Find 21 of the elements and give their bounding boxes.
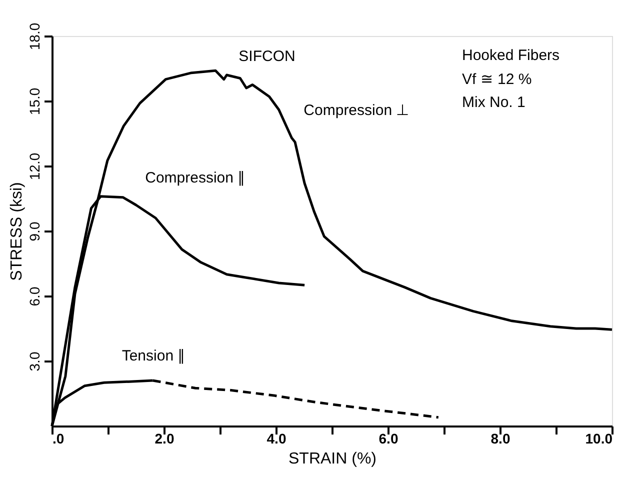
x-axis-title: STRAIN (%) (288, 450, 376, 468)
annotation: Mix No. 1 (462, 94, 526, 111)
series-label: Compression ∥ (145, 169, 246, 186)
annotation: Hooked Fibers (462, 47, 560, 64)
x-tick-label: 6.0 (378, 430, 398, 446)
x-tick-label: 8.0 (490, 430, 510, 446)
x-tick-label: .0 (52, 430, 64, 446)
y-tick-label: 18.0 (26, 22, 42, 50)
y-axis-title: STRESS (ksi) (8, 182, 26, 281)
series-label: Tension ∥ (122, 348, 186, 365)
y-tick-label: 6.0 (26, 286, 42, 306)
x-tick-label: 4.0 (266, 430, 286, 446)
y-tick-label: 12.0 (26, 152, 42, 180)
x-tick-label: 10.0 (585, 430, 613, 446)
y-tick-label: 15.0 (26, 88, 42, 116)
y-tick-label: 3.0 (26, 352, 42, 372)
series-label: Compression ⊥ (304, 102, 410, 119)
x-tick-label: 2.0 (154, 430, 174, 446)
annotation: SIFCON (238, 48, 296, 65)
annotation: Vf ≅ 12 % (462, 71, 532, 88)
y-tick-label: 9.0 (26, 222, 42, 242)
